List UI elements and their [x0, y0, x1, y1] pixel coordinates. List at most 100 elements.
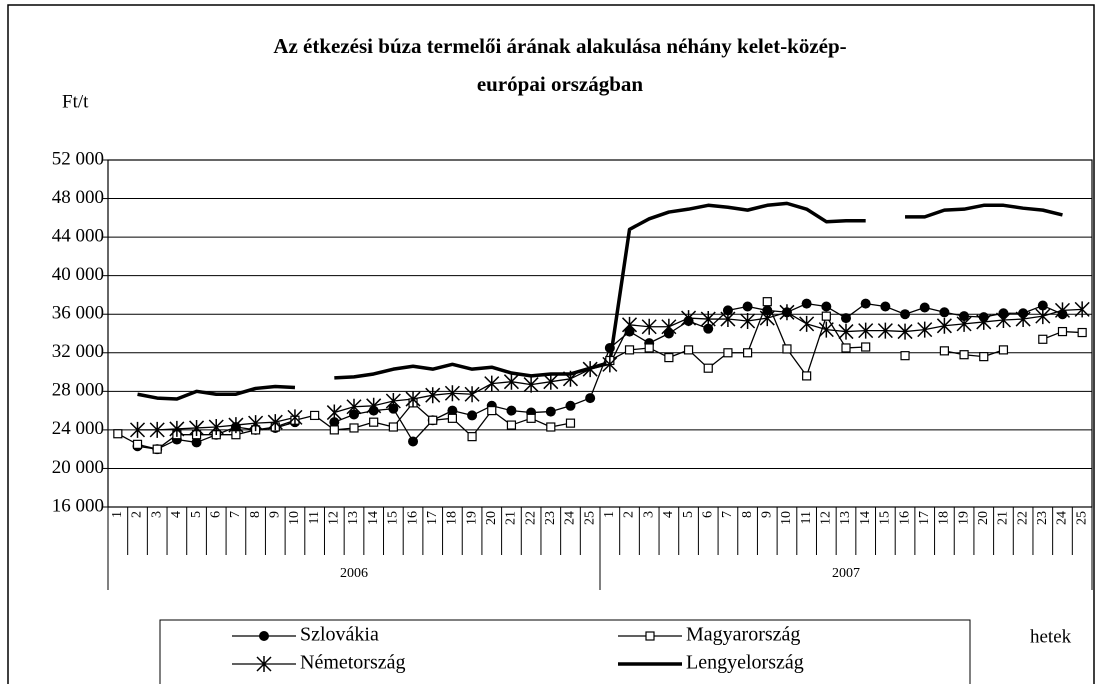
marker — [720, 311, 736, 328]
x-tick-label: 19 — [464, 511, 479, 525]
marker — [722, 305, 733, 316]
x-tick-label: 15 — [878, 511, 893, 525]
x-tick-label: 25 — [1074, 511, 1089, 525]
marker — [995, 312, 1011, 329]
x-tick-label: 12 — [327, 511, 342, 525]
x-tick-label: 4 — [661, 511, 676, 518]
chart-border — [7, 4, 1095, 684]
marker — [703, 363, 713, 373]
y-tick-label: 36 000 — [52, 303, 104, 324]
x-tick-label: 13 — [346, 511, 361, 525]
x-tick-label: 13 — [838, 511, 853, 525]
marker — [897, 323, 913, 340]
marker — [1057, 326, 1068, 337]
marker — [858, 322, 874, 339]
marker — [802, 371, 812, 381]
x-tick-label: 10 — [287, 511, 302, 525]
marker — [700, 311, 716, 328]
marker — [681, 310, 697, 327]
x-tick-label: 6 — [700, 511, 715, 518]
marker — [976, 313, 992, 330]
x-tick-label: 19 — [956, 511, 971, 525]
x-axis-label: hetek — [1030, 626, 1072, 647]
legend-marker — [259, 631, 269, 641]
marker — [939, 307, 950, 318]
marker — [1015, 311, 1031, 328]
legend-box — [159, 619, 971, 684]
legend-label: Magyarország — [686, 624, 800, 646]
marker — [228, 417, 244, 434]
marker — [838, 323, 854, 340]
marker — [782, 344, 792, 354]
marker — [821, 311, 831, 321]
marker — [464, 386, 480, 403]
marker — [604, 342, 615, 353]
x-tick-label: 21 — [996, 511, 1011, 525]
marker — [506, 405, 517, 416]
marker — [1077, 327, 1087, 338]
group-label: 2007 — [832, 566, 860, 581]
marker — [467, 432, 477, 442]
marker — [208, 418, 224, 435]
marker — [267, 414, 283, 431]
marker — [723, 348, 733, 358]
marker — [565, 418, 576, 428]
marker — [326, 404, 342, 421]
x-tick-label: 4 — [169, 511, 184, 518]
x-tick-label: 18 — [937, 511, 952, 525]
x-tick-label: 2 — [130, 511, 145, 518]
marker — [546, 422, 556, 432]
marker — [900, 309, 911, 320]
y-tick-label: 24 000 — [52, 418, 104, 439]
marker — [683, 345, 694, 355]
marker — [621, 316, 638, 333]
marker — [388, 422, 398, 432]
x-tick-label: 14 — [366, 511, 381, 525]
marker — [248, 415, 264, 432]
marker — [152, 444, 162, 454]
x-tick-label: 18 — [445, 511, 460, 525]
marker — [369, 417, 379, 427]
y-tick-label: 32 000 — [52, 341, 104, 362]
x-tick-label: 15 — [386, 511, 401, 525]
marker — [428, 415, 438, 425]
marker — [861, 342, 871, 352]
marker — [189, 419, 205, 436]
legend-label: Szlovákia — [300, 624, 379, 646]
x-tick-label: 2 — [622, 511, 637, 518]
x-tick-label: 8 — [248, 511, 263, 518]
marker — [664, 352, 674, 363]
marker — [900, 351, 910, 361]
legend-marker — [256, 656, 272, 672]
marker — [742, 348, 753, 358]
marker — [487, 406, 497, 416]
marker — [762, 297, 772, 307]
chart-title: Az étkezési búza termelői árának alakulá… — [273, 34, 846, 58]
legend-marker — [645, 631, 655, 641]
marker — [779, 304, 795, 321]
marker — [582, 361, 598, 378]
x-tick-label: 20 — [976, 511, 991, 525]
marker — [447, 405, 458, 416]
series-line — [137, 201, 1063, 401]
marker — [877, 322, 893, 339]
marker — [959, 350, 969, 360]
x-tick-label: 9 — [267, 511, 282, 518]
marker — [860, 298, 871, 309]
marker — [349, 423, 359, 433]
marker — [132, 439, 143, 449]
marker — [565, 400, 576, 411]
x-tick-label: 7 — [720, 511, 735, 518]
marker — [310, 410, 320, 421]
y-tick-label: 52 000 — [52, 148, 104, 169]
x-tick-label: 1 — [602, 511, 617, 518]
marker — [425, 387, 441, 404]
x-tick-label: 12 — [819, 511, 834, 525]
group-label: 2006 — [340, 566, 368, 581]
x-tick-label: 3 — [149, 511, 164, 518]
marker — [936, 317, 952, 334]
marker — [641, 318, 657, 335]
y-tick-label: 44 000 — [52, 225, 104, 246]
x-tick-label: 22 — [523, 511, 538, 525]
